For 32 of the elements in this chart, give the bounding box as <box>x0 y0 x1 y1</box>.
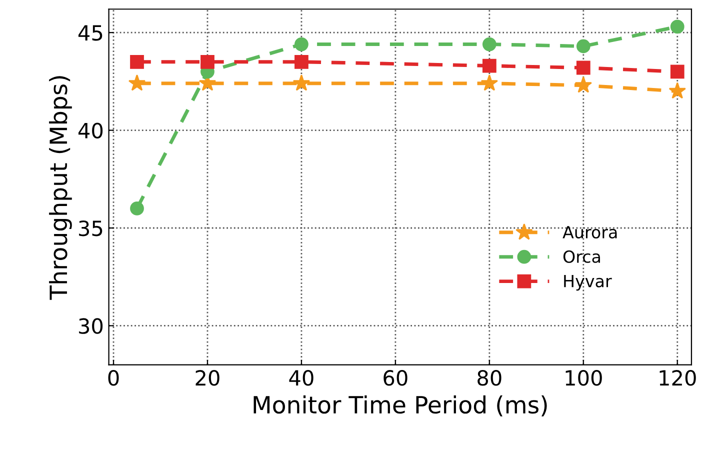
x-tick-label: 120 <box>660 370 696 386</box>
legend-label: Orca <box>563 250 600 263</box>
point <box>292 74 310 91</box>
y-axis-title: Throughput (Mbps) <box>49 76 72 300</box>
x-tick-label: 100 <box>566 370 602 386</box>
x-tick-label: 60 <box>384 370 408 386</box>
x-tick-label: 0 <box>108 370 119 386</box>
point <box>294 54 308 69</box>
x-tick-label: 40 <box>289 370 314 386</box>
y-tick-label: 45 <box>78 25 102 41</box>
x-tick-label: 80 <box>478 370 502 386</box>
point <box>482 37 496 52</box>
point <box>576 60 590 75</box>
legend-label: Aurora <box>562 226 617 238</box>
point <box>128 74 146 91</box>
point <box>480 74 498 91</box>
point <box>200 54 214 69</box>
x-tick-label: 20 <box>196 370 220 386</box>
point <box>130 54 144 69</box>
point <box>130 202 144 216</box>
legend-label: Hyvar <box>564 275 612 291</box>
y-tick-label: 40 <box>78 122 103 138</box>
point <box>574 76 592 93</box>
point <box>670 64 684 79</box>
point <box>576 39 590 54</box>
point <box>670 20 684 34</box>
x-axis-title: Monitor Time Period (ms) <box>254 395 547 416</box>
y-tick-label: 35 <box>79 220 102 236</box>
point <box>482 58 496 73</box>
point <box>668 82 686 99</box>
point <box>294 37 308 52</box>
y-tick-label: 30 <box>79 318 103 334</box>
